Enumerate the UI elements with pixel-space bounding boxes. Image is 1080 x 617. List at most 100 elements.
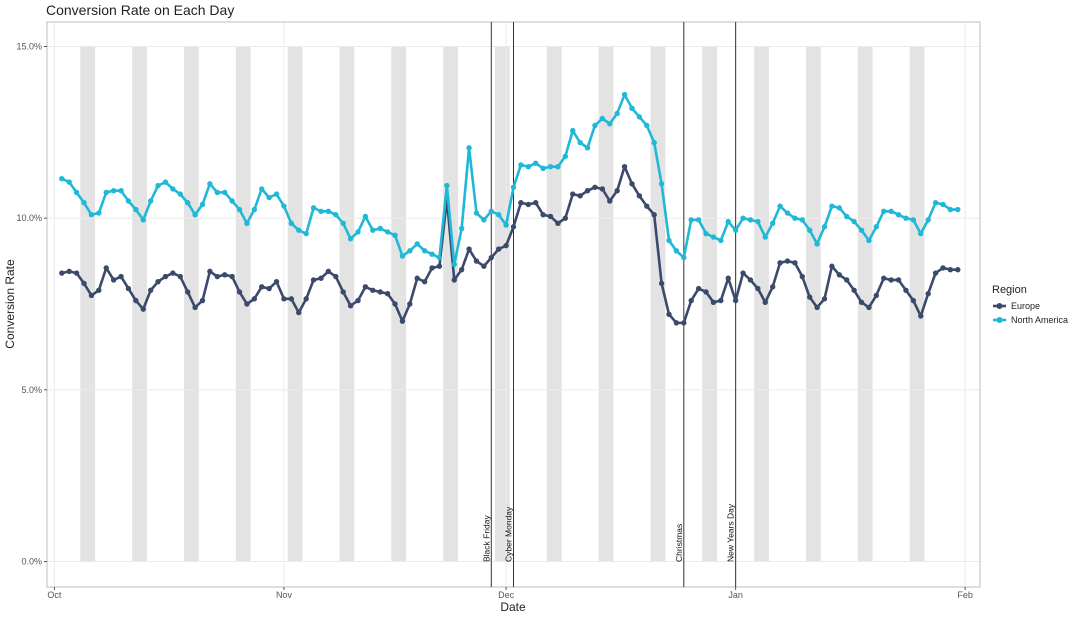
data-point-0-33	[303, 296, 309, 302]
data-point-1-111	[881, 208, 887, 214]
data-point-0-118	[932, 270, 939, 276]
data-point-1-91	[732, 227, 739, 233]
data-point-0-65	[540, 212, 546, 218]
legend-label-1: North America	[1011, 315, 1068, 325]
event-label-0: Black Friday	[481, 514, 491, 562]
data-point-0-77	[629, 181, 635, 187]
x-axis-title: Date	[500, 600, 526, 614]
data-point-1-94	[755, 218, 761, 225]
legend: Region Europe North America	[992, 284, 1068, 325]
data-point-0-58	[488, 254, 494, 261]
data-point-1-30	[281, 203, 287, 209]
data-point-0-120	[947, 266, 954, 273]
data-point-1-58	[488, 208, 494, 214]
data-point-1-67	[555, 163, 561, 170]
data-point-1-104	[829, 203, 835, 209]
data-point-1-59	[495, 212, 502, 218]
weekend-band-2	[183, 46, 199, 562]
data-point-1-96	[769, 220, 776, 227]
data-point-1-103	[821, 224, 828, 230]
data-point-0-96	[769, 284, 776, 290]
data-point-1-49	[421, 248, 428, 254]
data-point-0-71	[584, 188, 591, 194]
data-point-1-83	[673, 248, 680, 254]
weekend-band-10	[598, 46, 614, 562]
weekend-band-13	[754, 46, 769, 562]
data-point-1-47	[407, 248, 413, 254]
x-tick-label-3: Jan	[728, 590, 743, 600]
data-point-0-9	[125, 285, 132, 292]
data-point-1-118	[932, 200, 939, 206]
data-point-1-75	[614, 110, 620, 117]
data-point-0-76	[621, 163, 628, 170]
data-point-1-51	[436, 254, 443, 261]
data-point-1-7	[110, 188, 117, 194]
data-point-0-88	[710, 299, 717, 305]
data-point-0-116	[918, 313, 924, 319]
x-tick-label-1: Nov	[276, 590, 293, 600]
data-point-0-1	[66, 268, 72, 275]
data-point-0-57	[481, 263, 487, 269]
event-label-3: New Years Day	[726, 503, 736, 562]
data-point-1-26	[251, 206, 258, 213]
data-point-0-72	[592, 184, 598, 190]
data-point-0-15	[170, 270, 176, 276]
data-point-1-106	[844, 213, 850, 220]
data-point-0-12	[147, 287, 154, 293]
data-point-0-6	[103, 265, 109, 271]
data-point-0-85	[688, 297, 694, 304]
x-axis: Oct Nov Dec Jan Feb	[47, 587, 973, 600]
data-point-1-11	[140, 217, 146, 223]
data-point-1-116	[918, 230, 924, 237]
data-point-1-76	[621, 91, 628, 98]
data-point-0-89	[718, 297, 724, 304]
data-point-1-38	[340, 220, 346, 227]
data-point-1-79	[644, 122, 650, 129]
data-point-1-95	[762, 234, 768, 240]
data-point-1-68	[562, 153, 569, 160]
data-point-1-70	[577, 139, 583, 146]
data-point-1-112	[888, 208, 894, 214]
data-point-1-21	[214, 189, 221, 196]
data-point-0-82	[666, 311, 672, 317]
data-point-0-38	[340, 289, 346, 295]
data-point-0-74	[607, 198, 613, 204]
data-point-1-5	[96, 210, 102, 216]
data-point-0-104	[829, 263, 835, 269]
weekend-band-6	[391, 46, 407, 562]
data-point-0-100	[799, 273, 805, 280]
weekend-band-12	[702, 46, 718, 562]
data-point-0-29	[273, 278, 280, 285]
legend-title: Region	[992, 284, 1027, 296]
data-point-1-22	[222, 189, 228, 196]
data-point-0-112	[888, 277, 894, 283]
data-point-0-21	[214, 273, 221, 280]
data-point-1-81	[658, 181, 665, 187]
data-point-1-86	[695, 217, 702, 223]
event-label-1: Cyber Monday	[504, 506, 514, 562]
data-point-0-102	[814, 304, 820, 311]
data-point-0-23	[229, 273, 235, 280]
data-point-0-30	[281, 296, 287, 302]
data-point-0-22	[222, 272, 228, 278]
weekend-band-9	[546, 46, 562, 562]
data-point-0-103	[821, 296, 828, 302]
data-point-0-84	[681, 320, 687, 326]
data-point-1-9	[125, 198, 132, 204]
data-point-1-25	[244, 220, 250, 227]
data-point-1-20	[207, 181, 213, 187]
data-point-0-54	[458, 266, 465, 273]
data-point-1-56	[473, 210, 480, 216]
data-point-1-37	[333, 212, 339, 218]
data-point-1-13	[155, 182, 161, 189]
data-point-0-49	[421, 278, 428, 285]
data-point-0-11	[140, 306, 146, 312]
data-point-1-55	[466, 145, 472, 151]
data-point-1-110	[873, 224, 880, 230]
data-point-0-34	[310, 277, 317, 283]
data-point-1-53	[451, 261, 457, 268]
data-point-1-82	[666, 237, 672, 244]
data-point-0-7	[110, 277, 117, 283]
data-point-0-28	[266, 285, 272, 292]
data-point-1-17	[184, 200, 191, 206]
